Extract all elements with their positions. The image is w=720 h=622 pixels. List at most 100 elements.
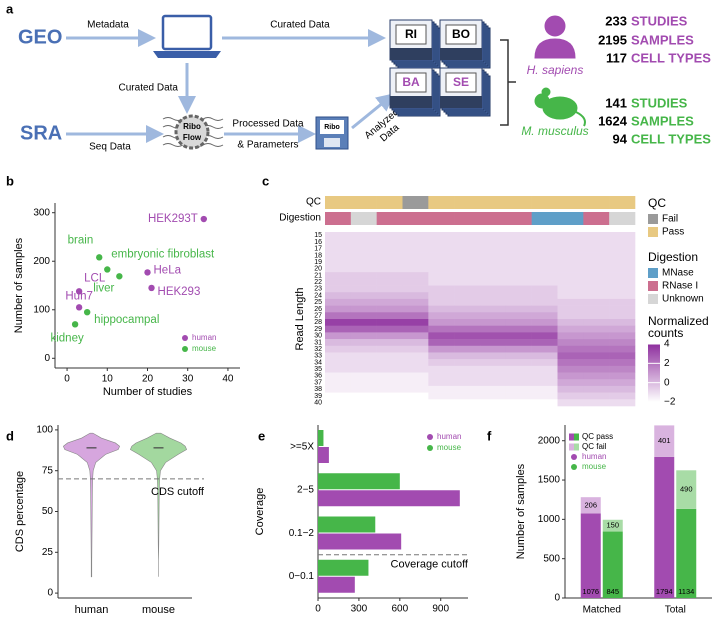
heat-cell [402,319,429,326]
heat-cell [428,238,455,246]
y-tick-label: 1000 [538,514,561,525]
point-label: liver [93,282,114,294]
heat-cell [609,365,636,373]
heat-cell [531,305,558,313]
row-label: 34 [314,359,322,366]
heat-cell [609,285,636,293]
heat-cell [376,238,403,246]
stat-unit: STUDIES [631,13,688,28]
bar-label: 150 [606,521,619,530]
heat-cell [505,359,532,367]
legend-label: QC fail [582,442,607,451]
heat-cell [402,252,429,260]
heat-cell [531,332,558,340]
heat-cell [325,312,352,320]
bar-segment [676,508,697,598]
heat-cell [325,258,352,266]
row-label: 39 [314,393,322,400]
heat-cell [557,392,584,400]
heat-cell [350,238,377,246]
stat-count: 1624 [598,113,628,128]
panel-a: a GEO SRA Metadata Curated Data Curated … [6,1,589,152]
heat-cell [583,325,610,333]
heat-cell [583,252,610,260]
heat-cell [350,385,377,393]
heat-cell [376,359,403,367]
heat-cell [350,365,377,373]
y-tick-label: 0 [554,593,560,604]
heat-cell [402,399,429,407]
x-axis-title: Number of studies [103,386,193,398]
stat-count: 117 [606,50,627,65]
heat-cell [376,285,403,293]
heat-cell [350,232,377,239]
edge-label: & Parameters [237,140,298,151]
bar [318,516,376,533]
heat-cell [402,379,429,387]
bar [318,559,369,576]
heat-cell [583,232,610,239]
species-name: H. sapiens [527,63,584,77]
row-label: 25 [314,299,322,306]
point-label: HEK293 [158,286,201,298]
heat-cell [428,339,455,347]
heat-cell [480,238,507,246]
annotation-cell [454,212,481,225]
heat-cell [480,332,507,340]
heat-cell [402,372,429,380]
heat-cell [505,245,532,253]
heat-cell [609,325,636,333]
y-axis-title: Read Length [294,288,306,351]
heat-cell [325,272,352,280]
heat-cell [376,292,403,300]
heat-cell [480,339,507,347]
heat-cell [325,385,352,393]
heat-cell [325,232,352,239]
heat-cell [583,285,610,293]
heat-cell [557,352,584,360]
heat-cell [350,399,377,407]
heat-cell [376,372,403,380]
legend-swatch [574,443,579,451]
colorbar-title: counts [648,326,683,340]
y-tick-label: 1500 [538,475,561,486]
row-label: 36 [314,373,322,380]
bar-segment [580,513,601,598]
bar-label: 1076 [582,587,599,596]
heat-cell [557,325,584,333]
heat-cell [505,272,532,280]
annotation-cell [376,212,403,225]
heat-cell [428,232,455,239]
heat-cell [325,319,352,326]
heat-cell [376,385,403,393]
heat-cell [350,312,377,320]
heat-cell [557,265,584,273]
heat-cell [325,339,352,347]
bar-segment [602,531,623,598]
bar-segment [654,425,675,457]
heat-cell [583,352,610,360]
point [144,269,151,276]
mouse-icon [534,87,586,127]
heat-cell [609,332,636,340]
heat-cell [531,312,558,320]
bar [318,430,324,446]
heat-cell [428,312,455,320]
heat-cell [583,258,610,266]
tile-label: BO [452,27,470,41]
colorbar-tick-label: −2 [664,397,676,408]
y-tick-label: 500 [543,553,560,564]
y-tick-label: 0 [44,353,50,364]
bar [318,576,355,593]
bar-label: 845 [606,587,619,596]
x-tick-label: Total [665,605,686,616]
y-tick-label: 300 [33,207,50,218]
colorbar-title: Normalized [648,314,709,328]
heat-cell [557,365,584,373]
tile-label: RI [405,27,417,41]
heat-cell [325,245,352,253]
annotation-cell [480,196,507,209]
heat-cell [609,305,636,313]
heat-cell [505,258,532,266]
heat-cell [325,325,352,333]
